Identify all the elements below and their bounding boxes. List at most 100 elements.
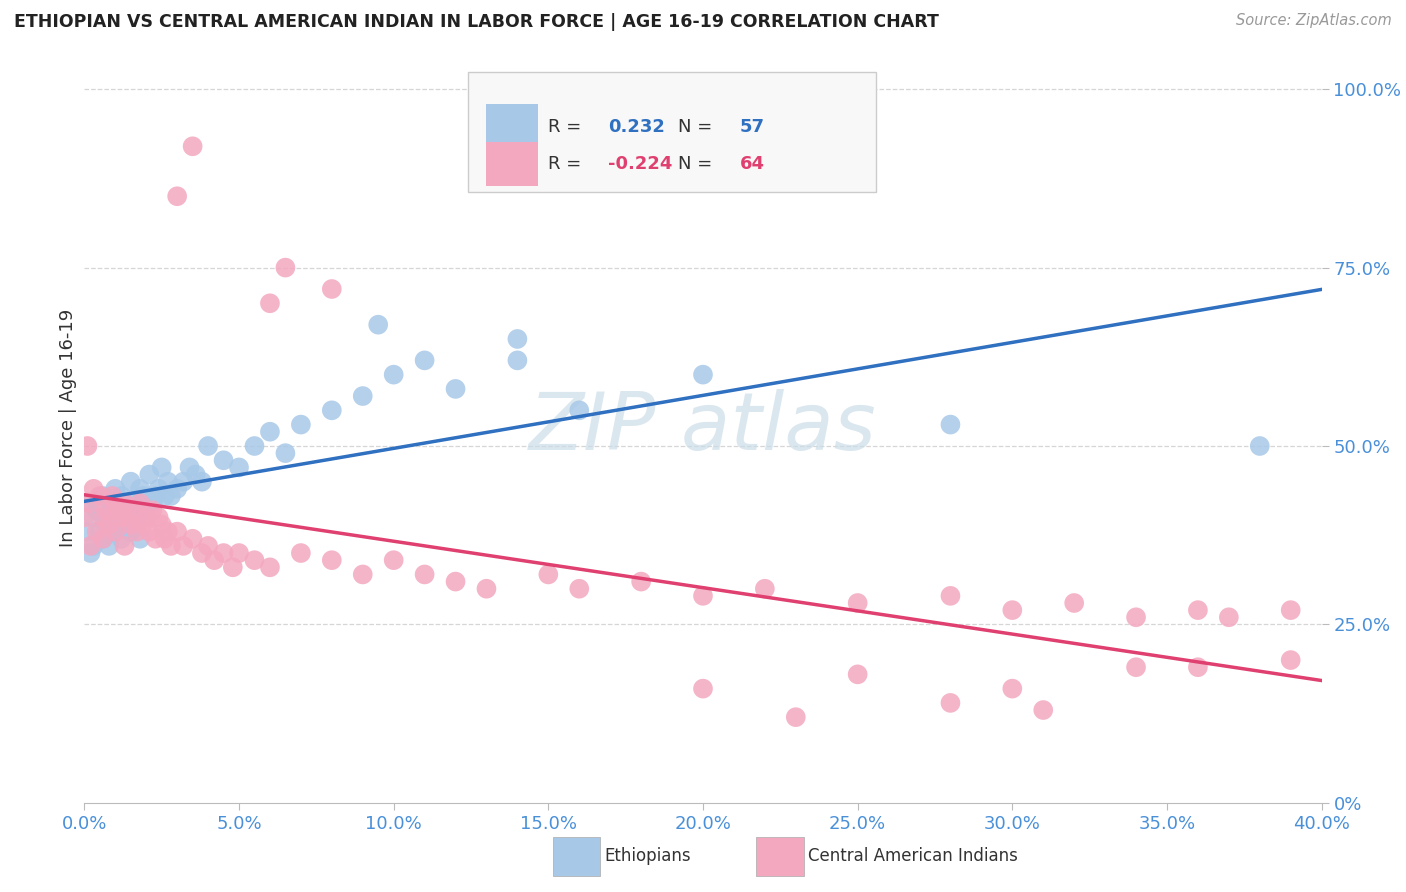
Point [846, 596, 869, 610]
Point [104, 524, 127, 539]
Point [352, 567, 374, 582]
Point [83, 482, 105, 496]
Point [191, 546, 214, 560]
Point [1279, 653, 1302, 667]
Point [1187, 603, 1209, 617]
Point [148, 482, 170, 496]
Point [110, 489, 132, 503]
Point [259, 560, 281, 574]
Point [212, 453, 235, 467]
Point [172, 475, 194, 489]
Point [243, 553, 266, 567]
Point [104, 496, 127, 510]
Point [846, 667, 869, 681]
Point [76, 439, 98, 453]
Text: ETHIOPIAN VS CENTRAL AMERICAN INDIAN IN LABOR FORCE | AGE 16-19 CORRELATION CHAR: ETHIOPIAN VS CENTRAL AMERICAN INDIAN IN … [14, 13, 939, 31]
Point [692, 368, 714, 382]
Point [110, 532, 132, 546]
Point [150, 460, 173, 475]
Point [1032, 703, 1054, 717]
Point [91, 532, 114, 546]
Point [352, 389, 374, 403]
Point [1125, 660, 1147, 674]
Point [444, 574, 467, 589]
Point [785, 710, 807, 724]
Point [104, 524, 127, 539]
Text: N =: N = [678, 118, 718, 136]
Text: 64: 64 [740, 154, 765, 173]
Point [91, 489, 114, 503]
Point [259, 425, 281, 439]
Point [120, 475, 142, 489]
Point [79, 496, 101, 510]
Point [89, 489, 111, 503]
Point [191, 475, 214, 489]
FancyBboxPatch shape [468, 72, 876, 192]
Point [1218, 610, 1240, 624]
Point [475, 582, 498, 596]
Text: Source: ZipAtlas.com: Source: ZipAtlas.com [1236, 13, 1392, 29]
Point [114, 517, 136, 532]
Point [172, 539, 194, 553]
Text: R =: R = [548, 154, 588, 173]
Point [1063, 596, 1085, 610]
Text: 57: 57 [740, 118, 765, 136]
Point [166, 482, 188, 496]
Point [184, 467, 207, 482]
Point [181, 139, 204, 153]
Point [321, 282, 343, 296]
Point [1279, 603, 1302, 617]
Point [73, 510, 96, 524]
Point [506, 353, 529, 368]
Point [367, 318, 389, 332]
Point [1001, 681, 1024, 696]
Point [86, 503, 108, 517]
Point [754, 582, 776, 596]
Text: ZIP atlas: ZIP atlas [529, 389, 877, 467]
Point [413, 567, 436, 582]
Point [104, 482, 127, 496]
Point [1001, 603, 1024, 617]
Point [939, 589, 962, 603]
Point [98, 517, 121, 532]
Point [321, 553, 343, 567]
Point [153, 532, 176, 546]
Point [141, 503, 163, 517]
Point [125, 524, 148, 539]
Point [290, 546, 312, 560]
Point [129, 482, 152, 496]
Point [83, 510, 105, 524]
Point [506, 332, 529, 346]
Point [202, 553, 225, 567]
Point [114, 539, 136, 553]
Point [125, 510, 148, 524]
Point [129, 496, 152, 510]
Text: Ethiopians: Ethiopians [605, 847, 692, 865]
Text: -0.224: -0.224 [607, 154, 672, 173]
Point [228, 546, 250, 560]
Point [73, 524, 96, 539]
Point [179, 460, 201, 475]
Point [145, 489, 167, 503]
Point [939, 417, 962, 432]
Point [89, 524, 111, 539]
Point [86, 524, 108, 539]
Point [274, 446, 297, 460]
Point [444, 382, 467, 396]
Point [135, 510, 157, 524]
Point [122, 496, 145, 510]
Point [91, 532, 114, 546]
Point [382, 368, 405, 382]
Point [91, 510, 114, 524]
Point [148, 510, 170, 524]
Point [156, 475, 179, 489]
Point [692, 589, 714, 603]
Point [274, 260, 297, 275]
Text: Central American Indians: Central American Indians [808, 847, 1018, 865]
Point [413, 353, 436, 368]
Point [135, 503, 157, 517]
Point [259, 296, 281, 310]
Point [83, 539, 105, 553]
Point [101, 496, 124, 510]
Point [228, 460, 250, 475]
